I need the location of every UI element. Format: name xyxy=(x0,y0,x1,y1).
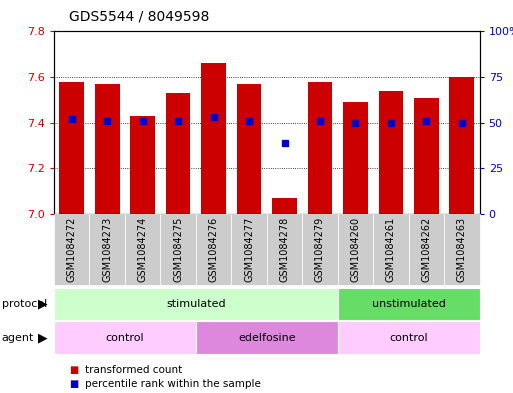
Bar xyxy=(59,82,84,214)
Text: transformed count: transformed count xyxy=(85,365,182,375)
Text: GSM1084260: GSM1084260 xyxy=(350,217,361,282)
Text: GSM1084273: GSM1084273 xyxy=(102,217,112,282)
Text: GSM1084274: GSM1084274 xyxy=(137,217,148,282)
Text: GSM1084262: GSM1084262 xyxy=(422,217,431,282)
Bar xyxy=(201,63,226,214)
Text: GSM1084277: GSM1084277 xyxy=(244,217,254,282)
Text: GSM1084272: GSM1084272 xyxy=(67,217,76,282)
Text: ■: ■ xyxy=(69,379,78,389)
Text: ■: ■ xyxy=(69,365,78,375)
Bar xyxy=(308,82,332,214)
Text: GSM1084278: GSM1084278 xyxy=(280,217,289,282)
Text: GSM1084263: GSM1084263 xyxy=(457,217,467,282)
Bar xyxy=(166,93,190,214)
Text: unstimulated: unstimulated xyxy=(372,299,446,309)
Bar xyxy=(130,116,155,214)
Text: control: control xyxy=(389,332,428,343)
Text: GSM1084276: GSM1084276 xyxy=(209,217,219,282)
Text: protocol: protocol xyxy=(2,299,47,309)
Text: percentile rank within the sample: percentile rank within the sample xyxy=(85,379,261,389)
Text: ▶: ▶ xyxy=(38,331,47,344)
Text: edelfosine: edelfosine xyxy=(238,332,295,343)
Bar xyxy=(236,84,262,214)
Bar xyxy=(95,84,120,214)
Text: control: control xyxy=(106,332,144,343)
Text: stimulated: stimulated xyxy=(166,299,226,309)
Text: GSM1084275: GSM1084275 xyxy=(173,217,183,282)
Text: agent: agent xyxy=(2,332,34,343)
Bar xyxy=(414,98,439,214)
Bar xyxy=(272,198,297,214)
Text: GSM1084279: GSM1084279 xyxy=(315,217,325,282)
Bar xyxy=(379,91,403,214)
Bar xyxy=(449,77,475,214)
Text: ▶: ▶ xyxy=(38,298,47,311)
Bar xyxy=(343,102,368,214)
Text: GSM1084261: GSM1084261 xyxy=(386,217,396,282)
Text: GDS5544 / 8049598: GDS5544 / 8049598 xyxy=(69,10,210,24)
